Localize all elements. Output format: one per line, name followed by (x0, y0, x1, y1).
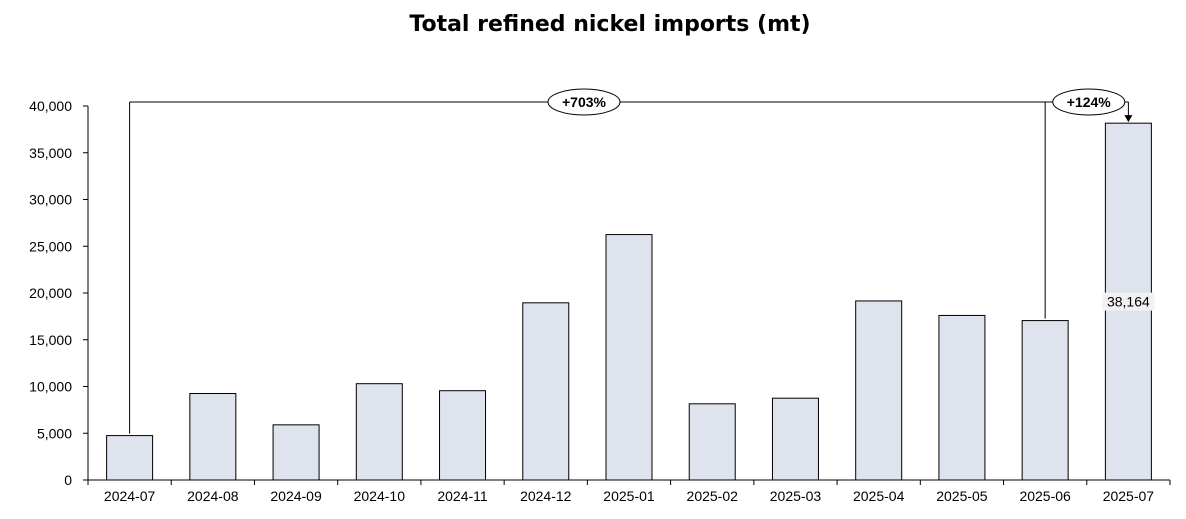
y-tick-label: 20,000 (29, 285, 72, 301)
x-tick-label: 2025-04 (853, 488, 905, 504)
annotation-label: +703% (562, 94, 607, 110)
x-tick-label: 2025-07 (1103, 488, 1155, 504)
x-tick-label: 2025-06 (1019, 488, 1071, 504)
x-tick-label: 2024-12 (520, 488, 572, 504)
bar (355, 383, 403, 481)
bar (1021, 320, 1069, 481)
x-tick-label: 2024-09 (270, 488, 322, 504)
x-tick-label: 2025-01 (603, 488, 655, 504)
bar (605, 234, 653, 481)
y-tick-label: 5,000 (37, 425, 72, 441)
bar (106, 435, 154, 481)
bar (688, 403, 736, 481)
y-tick-label: 25,000 (29, 238, 72, 254)
bar (938, 314, 986, 481)
bar (855, 300, 903, 481)
bar (771, 397, 819, 481)
x-tick-label: 2024-07 (104, 488, 156, 504)
bar (522, 302, 570, 481)
y-tick-label: 10,000 (29, 379, 72, 395)
data-label: 38,164 (1107, 294, 1150, 310)
x-tick-label: 2024-08 (187, 488, 239, 504)
y-tick-label: 15,000 (29, 332, 72, 348)
annotation-label-bubble (1052, 88, 1126, 116)
bars: 38,164 (106, 122, 1155, 481)
bar (189, 393, 237, 481)
y-tick-label: 30,000 (29, 192, 72, 208)
data-label-background (1102, 292, 1155, 311)
x-tick-label: 2024-10 (354, 488, 406, 504)
x-tick-label: 2024-11 (437, 488, 488, 504)
annotation-label-bubble (547, 88, 621, 116)
y-tick-label: 35,000 (29, 145, 72, 161)
x-tick-label: 2025-03 (770, 488, 822, 504)
x-tick-label: 2025-02 (687, 488, 739, 504)
x-axis: 2024-07 2024-08 2024-09 2024-10 2024-11 2024-… (87, 479, 1171, 504)
chart-title: Total refined nickel imports (mt) (409, 12, 811, 37)
annotations: +703% +124% (129, 88, 1133, 434)
y-tick-label: 0 (64, 472, 72, 488)
x-tick-label: 2025-05 (936, 488, 988, 504)
y-tick-label: 40,000 (29, 98, 72, 114)
annotation-arrow-head (1124, 115, 1133, 123)
annotation-label: +124% (1067, 94, 1112, 110)
bar (439, 390, 487, 481)
y-axis: 0 5,000 10,000 15,000 20,000 25,000 30,000 35,0… (29, 98, 89, 488)
bar (272, 424, 320, 481)
